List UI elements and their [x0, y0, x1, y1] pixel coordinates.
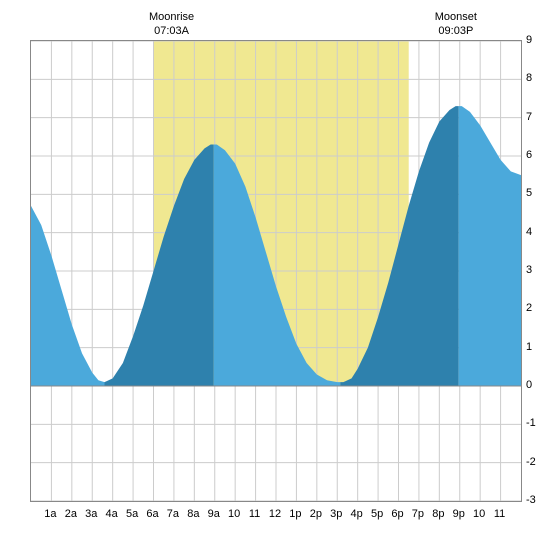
- chart-svg: [31, 41, 521, 501]
- x-tick-label: 8p: [432, 508, 444, 520]
- moonset-time: 09:03P: [435, 24, 477, 38]
- y-tick-label: 9: [526, 34, 532, 46]
- tide-chart: Moonrise 07:03A Moonset 09:03P -3-2-1012…: [10, 10, 540, 540]
- x-tick-label: 3a: [85, 508, 97, 520]
- y-tick-label: 0: [526, 379, 532, 391]
- moonset-title: Moonset: [435, 10, 477, 24]
- moon-labels: Moonrise 07:03A Moonset 09:03P: [10, 10, 540, 40]
- y-tick-label: 5: [526, 187, 532, 199]
- x-tick-label: 1p: [289, 508, 301, 520]
- y-tick-label: 1: [526, 341, 532, 353]
- x-tick-label: 8a: [187, 508, 199, 520]
- x-tick-label: 11: [494, 508, 505, 520]
- x-tick-label: 9a: [208, 508, 220, 520]
- y-tick-label: 7: [526, 111, 532, 123]
- x-tick-label: 10: [228, 508, 240, 520]
- moonrise-time: 07:03A: [149, 24, 194, 38]
- y-tick-label: -1: [526, 417, 536, 429]
- y-tick-label: 6: [526, 149, 532, 161]
- moonrise-title: Moonrise: [149, 10, 194, 24]
- plot-area: [30, 40, 522, 502]
- y-tick-label: 3: [526, 264, 532, 276]
- y-tick-label: 8: [526, 72, 532, 84]
- y-tick-label: 2: [526, 302, 532, 314]
- x-tick-label: 5a: [126, 508, 138, 520]
- x-tick-label: 1a: [44, 508, 56, 520]
- x-tick-label: 2p: [310, 508, 322, 520]
- x-tick-label: 7a: [167, 508, 179, 520]
- y-tick-label: -3: [526, 494, 536, 506]
- x-tick-label: 6a: [146, 508, 158, 520]
- y-tick-label: -2: [526, 456, 536, 468]
- x-tick-label: 4a: [106, 508, 118, 520]
- x-tick-label: 10: [473, 508, 485, 520]
- x-tick-label: 2a: [65, 508, 77, 520]
- x-tick-label: 6p: [391, 508, 403, 520]
- x-tick-label: 9p: [453, 508, 465, 520]
- moonset-label: Moonset 09:03P: [435, 10, 477, 39]
- x-tick-label: 4p: [351, 508, 363, 520]
- x-tick-label: 11: [249, 508, 260, 520]
- x-tick-label: 7p: [412, 508, 424, 520]
- x-tick-label: 12: [269, 508, 281, 520]
- y-tick-label: 4: [526, 226, 532, 238]
- moonrise-label: Moonrise 07:03A: [149, 10, 194, 39]
- x-tick-label: 5p: [371, 508, 383, 520]
- x-tick-label: 3p: [330, 508, 342, 520]
